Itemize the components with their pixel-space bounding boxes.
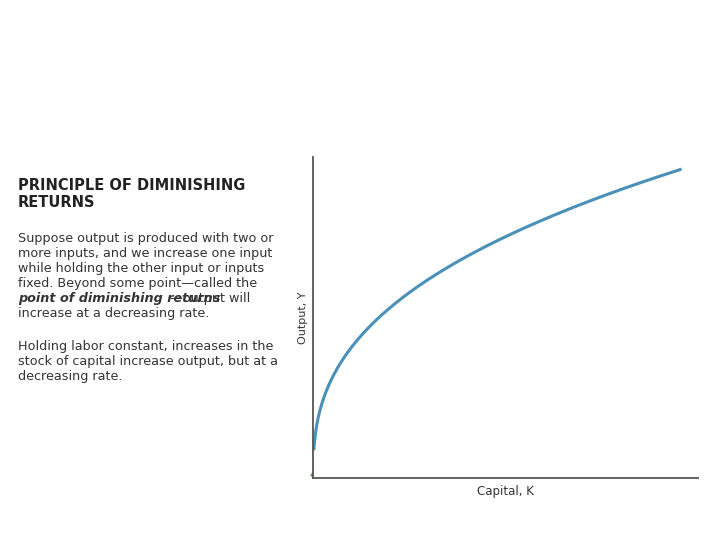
Text: APPENDIX A  A MODEL OF CAPITAL: APPENDIX A A MODEL OF CAPITAL bbox=[22, 29, 562, 57]
Text: PEARSON: PEARSON bbox=[588, 509, 698, 526]
Text: Copyright © 2017, 2015, 2012 Pearson Education, Inc. All Rights Reserved: Copyright © 2017, 2015, 2012 Pearson Edu… bbox=[14, 512, 431, 523]
Text: PRINCIPLE OF DIMINISHING: PRINCIPLE OF DIMINISHING bbox=[18, 178, 246, 193]
Text: stock of capital increase output, but at a: stock of capital increase output, but at… bbox=[18, 355, 278, 368]
X-axis label: Capital, K: Capital, K bbox=[477, 485, 534, 498]
Y-axis label: Output, Y: Output, Y bbox=[297, 291, 307, 343]
Text: ▲ FIGURE 8A.1: ▲ FIGURE 8A.1 bbox=[310, 467, 400, 477]
Text: point of diminishing returns: point of diminishing returns bbox=[18, 292, 220, 305]
Text: more inputs, and we increase one input: more inputs, and we increase one input bbox=[18, 247, 272, 260]
Text: Suppose output is produced with two or: Suppose output is produced with two or bbox=[18, 232, 274, 245]
Text: RETURNS: RETURNS bbox=[18, 195, 96, 210]
Text: Diminishing Returns to Capital: Diminishing Returns to Capital bbox=[375, 467, 555, 477]
Text: —output will: —output will bbox=[170, 292, 251, 305]
Text: decreasing rate.: decreasing rate. bbox=[18, 370, 122, 383]
Text: DEEPENING: DEEPENING bbox=[22, 99, 201, 127]
Text: Holding labor constant, increases in the: Holding labor constant, increases in the bbox=[18, 340, 274, 353]
Text: increase at a decreasing rate.: increase at a decreasing rate. bbox=[18, 307, 210, 320]
Text: while holding the other input or inputs: while holding the other input or inputs bbox=[18, 262, 264, 275]
Text: fixed. Beyond some point—called the: fixed. Beyond some point—called the bbox=[18, 277, 257, 290]
Text: (1 of 4): (1 of 4) bbox=[184, 99, 255, 117]
